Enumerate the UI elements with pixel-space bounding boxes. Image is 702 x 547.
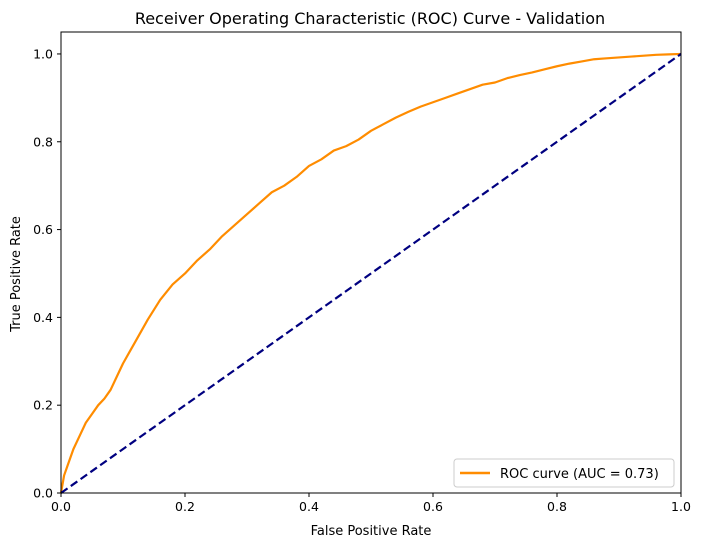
x-tick-label: 0.2 [175,499,195,514]
axis-ticks: 0.0 0.2 0.4 0.6 0.8 1.0 0.0 0.2 0.4 0.6 0.8 1.0 [33,46,691,514]
diagonal-reference-line [60,53,682,494]
chart-title: Receiver Operating Characteristic (ROC) … [135,9,605,28]
legend-box [453,458,675,488]
x-axis-label: False Positive Rate [311,524,432,539]
y-tick-label: 0.6 [33,222,53,237]
x-tick-label: 0.8 [547,499,567,514]
y-tick-label: 0.2 [33,398,53,413]
plot-area [59,31,682,494]
legend-label-roc: ROC curve (AUC = 0.73) [500,467,659,482]
y-tick-label: 0.8 [33,134,53,149]
x-tick-label: 0.6 [423,499,443,514]
legend: ROC curve (AUC = 0.73) [453,458,675,488]
y-axis-label: True Positive Rate [9,216,24,333]
y-tick-label: 0.0 [33,486,53,501]
x-tick-label: 0.0 [51,499,71,514]
y-tick-label: 1.0 [33,46,53,61]
roc-curve-line [59,52,682,494]
plot-frame [60,31,682,494]
x-tick-label: 0.4 [299,499,319,514]
y-tick-label: 0.4 [33,310,53,325]
x-tick-label: 1.0 [671,499,691,514]
